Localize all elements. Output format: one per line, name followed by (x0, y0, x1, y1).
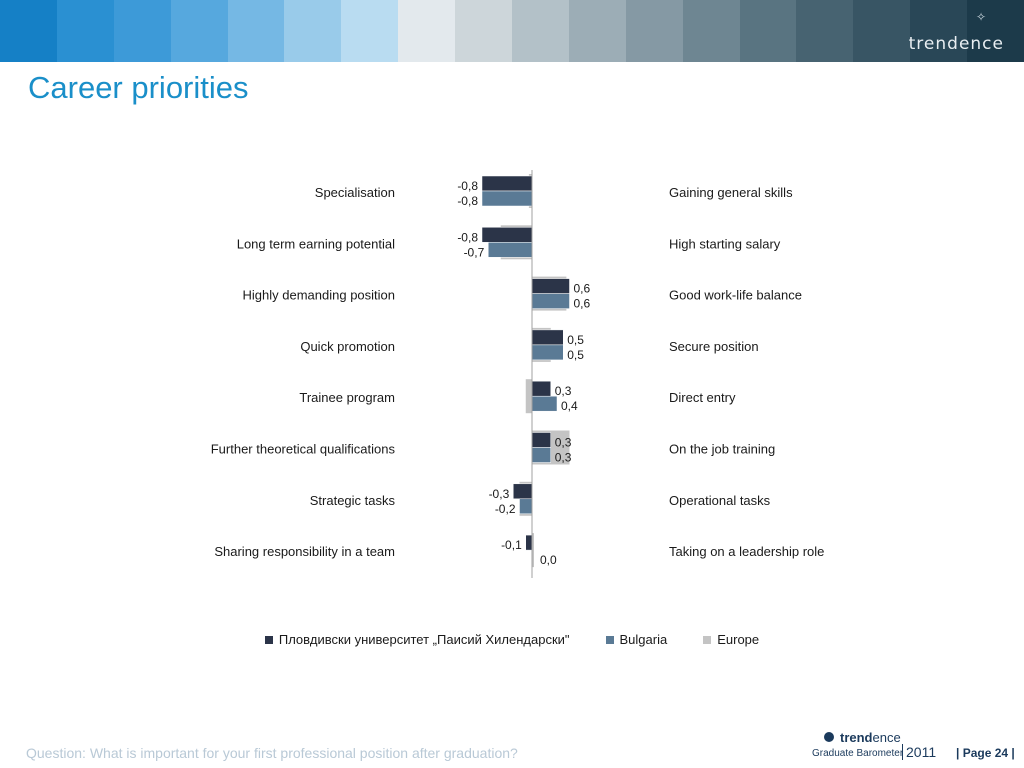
header-band-block (853, 0, 911, 62)
header-band-block (796, 0, 854, 62)
brand-logo: trendence (908, 34, 1004, 54)
header-band-block (967, 0, 1024, 62)
category-label-left: Strategic tasks (310, 493, 396, 508)
data-label: 0,4 (561, 399, 578, 413)
bar-plovdiv (531, 380, 551, 397)
bar-bulgaria (488, 242, 533, 258)
logo-brand-bold: trend (840, 730, 873, 745)
logo-dot-icon (824, 732, 834, 742)
data-label: 0,3 (555, 436, 572, 450)
category-label-left: Quick promotion (300, 339, 395, 354)
header-band-block (512, 0, 569, 62)
category-label-left: Highly demanding position (243, 288, 395, 303)
brand-mark-icon: ✧ (975, 10, 986, 24)
bar-bulgaria (531, 344, 564, 361)
header-band-block (227, 0, 285, 62)
category-label-right: Secure position (669, 339, 759, 354)
chart-legend: Пловдивски университет „Паисий Хилендарс… (0, 632, 1024, 647)
category-label-right: High starting salary (669, 236, 781, 251)
category-label-right: Good work-life balance (669, 288, 802, 303)
data-label: 0,6 (574, 297, 591, 311)
header-band-block (398, 0, 456, 62)
data-label: 0,3 (555, 451, 572, 465)
category-label-left: Further theoretical qualifications (211, 442, 396, 457)
legend-label: Bulgaria (619, 632, 668, 647)
data-label: 0,0 (540, 553, 557, 567)
header-band-block (0, 0, 57, 62)
bar-plovdiv (531, 329, 564, 346)
category-label-left: Sharing responsibility in a team (214, 544, 395, 559)
logo-brand: trendence (840, 730, 901, 745)
bar-plovdiv (481, 227, 533, 243)
category-label-right: Direct entry (669, 390, 736, 405)
legend-label: Europe (717, 632, 760, 647)
header-band-block (682, 0, 740, 62)
legend-item: Europe (703, 632, 759, 647)
header-band-block (341, 0, 399, 62)
data-label: -0,2 (495, 502, 516, 516)
header-band-block (284, 0, 342, 62)
bar-plovdiv (525, 534, 533, 551)
category-label-left: Trainee program (299, 390, 395, 405)
bar-bulgaria (531, 293, 570, 309)
logo-subtitle: Graduate Barometer (812, 748, 904, 759)
page-number: | Page 24 | (956, 746, 1015, 760)
page-title: Career priorities (28, 70, 249, 105)
legend-swatch (264, 635, 273, 644)
legend-swatch (605, 635, 614, 644)
data-label: 0,5 (567, 348, 584, 362)
bar-bulgaria (531, 447, 551, 463)
category-label-left: Long term earning potential (237, 236, 395, 251)
bar-bulgaria (481, 190, 533, 207)
data-label: 0,5 (567, 333, 584, 347)
header-band-block (568, 0, 626, 62)
bar-plovdiv (513, 483, 533, 500)
data-label: -0,7 (464, 245, 485, 259)
header-band-block (113, 0, 171, 62)
header-band-block (56, 0, 114, 62)
bar-europe (532, 533, 534, 568)
header-band-block (910, 0, 968, 62)
logo-brand-light: ence (872, 730, 901, 745)
legend-item: Пловдивски университет „Паисий Хилендарс… (264, 632, 570, 647)
legend-swatch (703, 635, 712, 644)
bar-europe (525, 379, 532, 414)
data-label: -0,3 (489, 487, 510, 501)
category-label-right: On the job training (669, 442, 775, 457)
data-label: -0,8 (457, 230, 478, 244)
bar-bulgaria (531, 395, 558, 412)
category-label-right: Taking on a leadership role (669, 544, 824, 559)
bar-plovdiv (531, 278, 570, 294)
category-label-right: Operational tasks (669, 493, 771, 508)
question-text: Question: What is important for your fir… (26, 745, 518, 761)
data-label: -0,8 (457, 179, 478, 193)
header-color-band (0, 0, 1024, 62)
data-label: -0,1 (501, 538, 522, 552)
bar-plovdiv (531, 432, 551, 448)
footer-logo: trendence Graduate Barometer 2011 (812, 728, 942, 762)
logo-year: 2011 (902, 744, 936, 760)
header-band-block (739, 0, 797, 62)
category-label-left: Specialisation (315, 185, 395, 200)
data-label: 0,6 (574, 282, 591, 296)
legend-label: Пловдивски университет „Паисий Хилендарс… (278, 632, 570, 647)
header-band-block (170, 0, 228, 62)
data-label: 0,3 (555, 384, 572, 398)
category-label-right: Gaining general skills (669, 185, 793, 200)
header-band-block (625, 0, 683, 62)
header-band-block (455, 0, 513, 62)
legend-item: Bulgaria (605, 632, 668, 647)
bar-bulgaria (519, 498, 533, 515)
bar-plovdiv (481, 175, 533, 192)
data-label: -0,8 (457, 194, 478, 208)
